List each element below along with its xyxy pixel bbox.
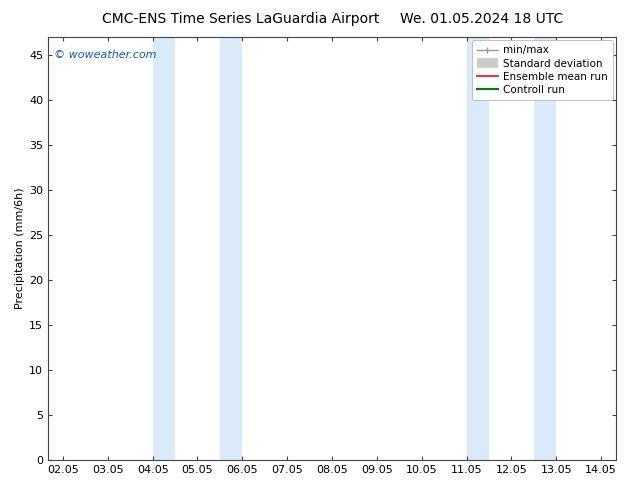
Y-axis label: Precipitation (mm/6h): Precipitation (mm/6h) — [15, 188, 25, 309]
Bar — [220, 37, 242, 460]
Bar — [534, 37, 556, 460]
Text: © woweather.com: © woweather.com — [54, 50, 157, 60]
Text: We. 01.05.2024 18 UTC: We. 01.05.2024 18 UTC — [400, 12, 564, 26]
Legend: min/max, Standard deviation, Ensemble mean run, Controll run: min/max, Standard deviation, Ensemble me… — [472, 40, 613, 100]
Bar — [153, 37, 175, 460]
Text: CMC-ENS Time Series LaGuardia Airport: CMC-ENS Time Series LaGuardia Airport — [102, 12, 380, 26]
Bar — [467, 37, 489, 460]
